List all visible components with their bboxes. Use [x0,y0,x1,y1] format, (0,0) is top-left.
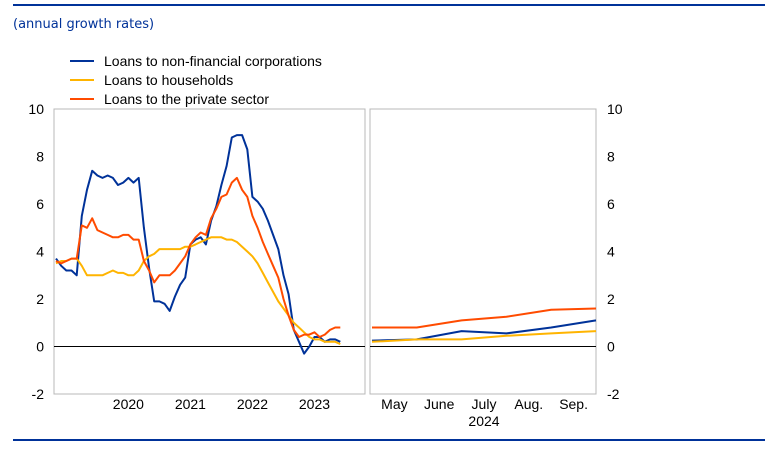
series-line [371,330,597,343]
y-tick-label-right: 8 [607,149,615,165]
legend-label: Loans to the private sector [104,90,269,107]
legend-label: Loans to households [104,71,234,88]
top-rule [13,4,765,6]
series-line [372,307,597,329]
y-tick-label-left: 4 [36,244,44,260]
y-tick-label-left: 6 [36,196,44,212]
x-tick-label: June [424,396,455,412]
y-tick-label-right: -2 [607,386,620,402]
x-tick-label: May [381,396,407,412]
legend: Loans to non-financial corporations Loan… [70,51,322,108]
y-tick-label-left: 2 [36,291,44,307]
legend-swatch [70,97,94,100]
x-tick-label: 2023 [299,396,330,412]
y-tick-label-right: 2 [607,291,615,307]
y-tick-label-left: -2 [32,386,45,402]
x-tick-label: Aug. [514,396,543,412]
x-tick-label: July [472,396,497,412]
y-tick-label-right: 4 [607,244,615,260]
left-panel-frame [53,108,366,395]
legend-item: Loans to non-financial corporations [70,51,322,70]
x-year-label: 2024 [468,413,499,429]
x-tick-label: 2020 [113,396,144,412]
y-tick-label-right: 0 [607,339,615,355]
legend-item: Loans to the private sector [70,89,322,108]
bottom-rule [13,439,765,441]
legend-item: Loans to households [70,70,322,89]
x-tick-label: 2021 [175,396,206,412]
right-panel-frame [369,108,597,395]
y-tick-label-left: 8 [36,149,44,165]
x-tick-label: 2022 [237,396,268,412]
series-line [55,236,341,346]
series-line [55,176,341,338]
x-tick-label: Sep. [559,396,588,412]
y-tick-label-left: 10 [28,101,44,117]
y-tick-label-left: 0 [36,339,44,355]
legend-swatch [70,78,94,81]
legend-swatch [70,59,94,62]
series-line [55,134,341,355]
chart-subtitle: (annual growth rates) [13,17,155,32]
legend-label: Loans to non-financial corporations [104,52,322,69]
y-tick-label-right: 10 [607,101,623,117]
y-tick-label-right: 6 [607,196,615,212]
